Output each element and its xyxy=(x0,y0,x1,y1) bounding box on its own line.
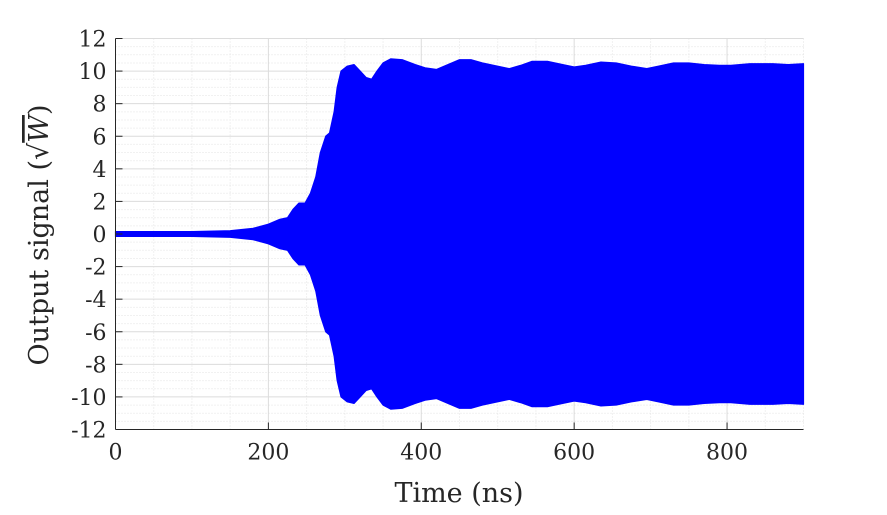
x-tick-label: 600 xyxy=(553,441,595,466)
y-tick-label: 8 xyxy=(93,93,107,118)
y-axis-label-suffix: ) xyxy=(24,104,55,115)
y-tick-labels: -12 -10 -8 -6 -4 -2 0 2 4 6 8 10 12 xyxy=(71,28,106,444)
y-axis-label-prefix: Output signal ( xyxy=(24,160,55,366)
y-tick-label: 2 xyxy=(93,190,107,215)
x-tick-label: 400 xyxy=(400,441,442,466)
y-tick-label: -8 xyxy=(85,353,106,378)
y-tick-label: -6 xyxy=(85,321,106,346)
y-tick-label: 0 xyxy=(93,223,107,248)
y-axis-label-radical: √ xyxy=(24,142,55,160)
y-tick-label: 10 xyxy=(79,60,107,85)
series-layer xyxy=(114,58,805,410)
y-tick-label: 12 xyxy=(79,28,107,53)
x-axis-label: Time (ns) xyxy=(394,478,523,509)
y-tick-label: -12 xyxy=(71,419,106,444)
y-tick-label: -4 xyxy=(85,288,106,313)
x-tick-label: 800 xyxy=(706,441,748,466)
x-tick-label: 200 xyxy=(247,441,289,466)
x-tick-label: 0 xyxy=(109,441,123,466)
axes xyxy=(115,38,804,430)
x-tick-labels: 0 200 400 600 800 xyxy=(109,441,749,466)
y-tick-label: -2 xyxy=(85,256,106,281)
y-tick-label: 4 xyxy=(93,158,107,183)
y-tick-label: 6 xyxy=(93,125,107,150)
y-axis-label: Output signal (√W) xyxy=(24,104,55,365)
y-axis-label-unit: W xyxy=(24,113,55,143)
y-tick-label: -10 xyxy=(71,386,106,411)
